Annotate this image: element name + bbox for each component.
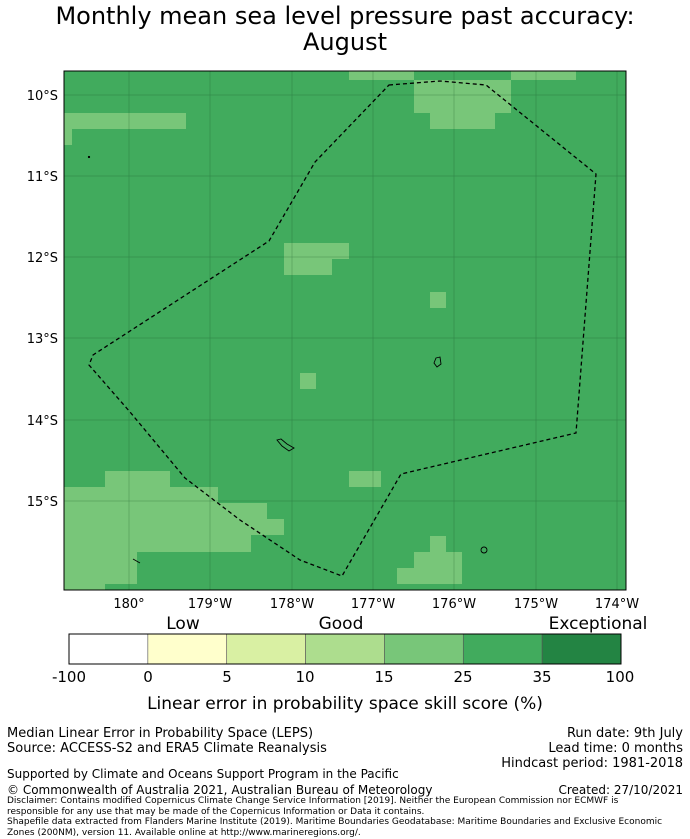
colorbar-bin [462,633,543,665]
lead-time-text: Lead time: 0 months [548,741,683,756]
lat-label: 15°S [27,495,58,510]
skill-tile [284,259,332,275]
eez-boundary-line [88,80,597,577]
skill-tile [64,568,137,584]
map-gridlines [64,71,626,590]
skill-tile [64,487,218,503]
colorbar-tick-label: 100 [606,668,635,686]
colorbar-category-good: Good [319,614,364,634]
colorbar-tick-label: 0 [143,668,153,686]
disclaimer: Disclaimer: Contains modified Copernicus… [7,796,687,838]
skill-tile [397,568,462,584]
colorbar-bins [68,633,622,665]
copyright-text: © Commonwealth of Australia 2021, Austra… [7,783,433,797]
disclaimer-line: responsible for any use that may be made… [7,806,425,817]
created-text: Created: 27/10/2021 [558,783,683,797]
skill-tile [105,471,170,487]
lon-label: 175°W [514,597,558,612]
island-outline [433,356,442,368]
skill-tile [349,471,381,487]
map-frame [63,70,627,591]
method-text: Median Linear Error in Probability Space… [7,726,314,741]
skill-tile [64,584,105,590]
colorbar-tick-label: 10 [295,668,314,686]
island-outlines [87,155,488,564]
run-date-text: Run date: 9th July [566,726,683,741]
colorbar-category-exceptional: Exceptional [549,614,648,634]
colorbar: Low Good Exceptional -100 0 5 10 15 25 3… [52,614,647,714]
colorbar-bin [384,633,464,665]
skill-tile [284,243,349,259]
colorbar-frame [68,633,622,665]
map-title-line-2: August [303,28,387,56]
light-skill-tiles [64,71,576,590]
lon-label: 176°W [432,597,476,612]
support-text: Supported by Climate and Oceans Support … [7,767,399,781]
skill-tile [414,80,511,113]
island-outline [276,438,295,452]
island-outline [87,155,91,159]
skill-tile [300,373,316,389]
disclaimer-line: Zones (200NM), version 11. Available onl… [7,827,361,838]
map-panel [63,70,627,591]
colorbar-tick-label: 35 [532,668,551,686]
skill-tile [64,113,186,129]
colorbar-label: Linear error in probability space skill … [147,694,543,714]
skill-tile [64,129,72,145]
hindcast-text: Hindcast period: 1981-2018 [501,756,683,771]
colorbar-tick-label: 15 [374,668,393,686]
skill-tile [349,71,414,80]
colorbar-tick-label: 25 [453,668,472,686]
disclaimer-line: Shapefile data extracted from Flanders M… [7,817,663,827]
skill-tile [430,113,495,129]
skill-tile [511,71,576,80]
lat-label: 13°S [27,332,58,347]
lat-label: 12°S [27,251,58,266]
island-outline [480,546,488,554]
disclaimer-line: Disclaimer: Contains modified Copernicus… [7,796,619,806]
colorbar-category-low: Low [166,614,200,634]
lon-label: 180° [113,597,144,612]
colorbar-tick-label: -100 [52,668,86,686]
colorbar-bin [68,633,149,665]
skill-tile [64,519,284,535]
skill-tile [64,552,137,568]
lon-label: 174°W [595,597,639,612]
lon-label: 178°W [270,597,314,612]
map-title-line-1: Monthly mean sea level pressure past acc… [55,2,635,30]
lon-label: 179°W [188,597,232,612]
colorbar-bin [541,633,622,665]
source-text: Source: ACCESS-S2 and ERA5 Climate Reana… [7,741,327,756]
skill-tile [414,552,462,568]
colorbar-bin [305,633,385,665]
skill-tile [430,292,446,308]
colorbar-bin [147,633,228,665]
lat-label: 11°S [27,170,58,185]
colorbar-bin [226,633,306,665]
skill-tile [430,536,446,552]
skill-map-figure: 10°S 11°S 12°S 13°S 14°S 15°S 180° 179°W… [27,70,647,714]
lon-label: 177°W [351,597,395,612]
lat-label: 10°S [27,89,58,104]
lat-label: 14°S [27,414,58,429]
island-outline [132,558,141,564]
colorbar-tick-label: 5 [222,668,232,686]
skill-tile [64,535,251,552]
skill-tile [64,503,267,519]
